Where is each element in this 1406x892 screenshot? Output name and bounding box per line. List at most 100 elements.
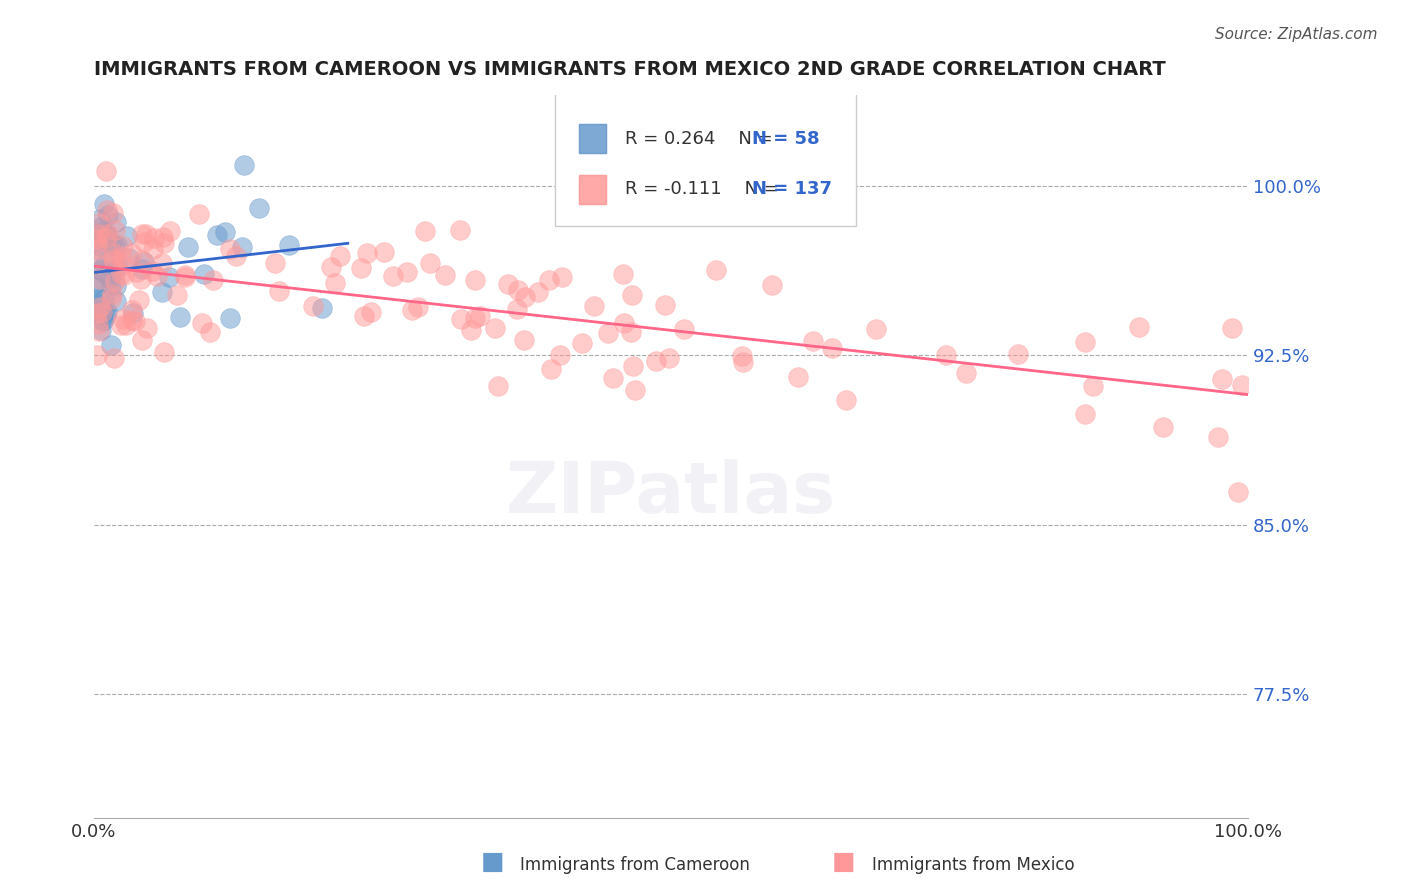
Point (84, 279, 107, 293)
Point (131, 333, 153, 347)
FancyBboxPatch shape (555, 88, 855, 226)
Point (135, 227, 157, 241)
Point (84, 234, 107, 248)
Point (97, 208, 120, 222)
Point (598, 326, 620, 340)
Text: ■: ■ (832, 850, 855, 874)
Point (93, 197, 115, 211)
Text: IMMIGRANTS FROM CAMEROON VS IMMIGRANTS FROM MEXICO 2ND GRADE CORRELATION CHART: IMMIGRANTS FROM CAMEROON VS IMMIGRANTS F… (94, 60, 1166, 78)
Point (112, 238, 135, 252)
Point (93, 266, 115, 280)
Point (464, 311, 486, 326)
Point (583, 299, 606, 313)
Point (382, 269, 405, 284)
Point (104, 223, 127, 237)
Point (86, 235, 108, 250)
Point (269, 284, 291, 298)
Point (97, 227, 120, 242)
Point (166, 288, 188, 302)
Point (464, 273, 486, 287)
Point (103, 239, 125, 253)
Point (131, 262, 153, 277)
Point (86, 243, 108, 257)
Point (571, 335, 593, 350)
Point (1007, 347, 1029, 361)
Point (100, 287, 122, 301)
Point (955, 366, 977, 380)
Point (219, 310, 242, 325)
Point (311, 301, 333, 315)
Point (219, 242, 242, 256)
Point (90, 226, 112, 240)
Point (621, 359, 644, 374)
Point (103, 351, 125, 365)
Point (89, 211, 111, 226)
Point (87, 216, 110, 230)
Text: ■: ■ (481, 850, 503, 874)
Point (100, 239, 122, 253)
Point (121, 302, 143, 317)
Point (93, 231, 115, 245)
Point (111, 250, 134, 264)
Point (551, 270, 574, 285)
Point (94, 309, 117, 323)
Point (103, 254, 125, 268)
Point (761, 278, 783, 293)
Point (115, 228, 138, 243)
Point (101, 205, 124, 219)
Point (100, 277, 122, 292)
Point (90, 322, 112, 336)
Point (94, 227, 117, 242)
Point (450, 223, 472, 237)
Point (93, 228, 115, 243)
Point (225, 249, 247, 263)
Point (84, 277, 107, 291)
Point (1227, 484, 1250, 499)
Point (247, 202, 270, 216)
Point (496, 277, 519, 291)
Point (658, 351, 681, 365)
Point (90, 305, 112, 319)
Point (731, 349, 754, 363)
Point (233, 157, 256, 171)
Point (1152, 420, 1174, 434)
Point (401, 303, 423, 318)
Point (613, 316, 636, 330)
Point (86, 306, 108, 320)
Point (177, 240, 200, 254)
Point (277, 237, 299, 252)
Point (129, 272, 152, 286)
Point (620, 325, 643, 339)
Point (86, 252, 108, 267)
Point (537, 273, 560, 287)
Point (100, 292, 122, 306)
Point (96, 203, 118, 218)
FancyBboxPatch shape (579, 124, 606, 153)
Point (103, 265, 125, 279)
Point (704, 263, 727, 277)
Point (146, 268, 169, 283)
Point (131, 227, 153, 241)
Point (150, 285, 173, 299)
Point (1211, 372, 1233, 386)
Point (935, 348, 957, 362)
Point (620, 287, 643, 301)
Point (111, 258, 134, 272)
Point (484, 321, 506, 335)
Point (468, 309, 491, 323)
Point (201, 273, 224, 287)
Text: R = 0.264    N =: R = 0.264 N = (624, 130, 778, 148)
Point (98, 271, 121, 285)
Point (110, 318, 132, 333)
Point (356, 246, 378, 260)
Point (624, 383, 647, 397)
Text: R = -0.111    N =: R = -0.111 N = (624, 180, 785, 198)
Text: N = 137: N = 137 (752, 180, 832, 198)
Point (672, 322, 695, 336)
Point (821, 341, 844, 355)
Point (105, 259, 128, 273)
Point (413, 224, 436, 238)
Point (1220, 321, 1243, 335)
Point (86, 347, 108, 361)
Point (87, 292, 110, 306)
